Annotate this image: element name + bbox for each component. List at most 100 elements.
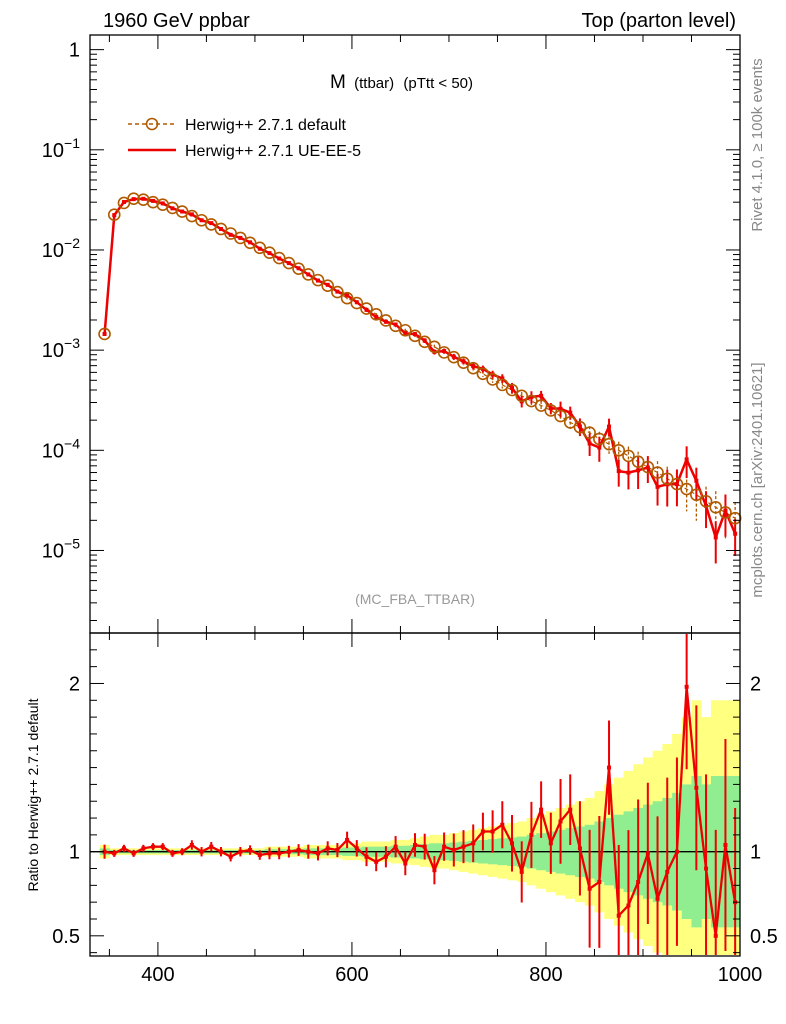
ratio-ueee5-point — [694, 785, 699, 790]
ratio-ueee5-point — [228, 854, 233, 859]
ratio-ueee5-point — [674, 849, 679, 854]
series-ueee5-point — [248, 240, 253, 245]
series-default-marker — [719, 506, 732, 519]
ratio-ueee5-point — [636, 879, 641, 884]
axes — [89, 34, 741, 957]
series-default-marker — [418, 335, 432, 349]
series-default-marker — [282, 256, 296, 270]
series-default-marker — [301, 268, 315, 281]
series-default-marker — [408, 329, 422, 343]
y-tick-base: 10 — [42, 240, 64, 262]
ratio-ueee5-point — [713, 933, 718, 938]
series-ueee5-point — [306, 272, 311, 277]
y-tick-label: 10−1 — [42, 135, 80, 162]
series-ueee5-point — [209, 221, 214, 226]
ratio-ueee5-point — [490, 829, 495, 834]
legend-default-marker — [145, 117, 159, 131]
ratio-ueee5-point — [529, 832, 534, 837]
y-tick-label: 1 — [69, 40, 80, 62]
ratio-ueee5-point — [335, 848, 340, 853]
series-ueee5-point — [568, 410, 573, 415]
ratio-ueee5-point — [286, 849, 291, 854]
ratio-ueee5-point — [665, 869, 670, 874]
ratio-ueee5-point — [626, 903, 631, 908]
ratio-ueee5-point — [607, 765, 612, 770]
series-ueee5-point — [577, 424, 582, 429]
series-default-marker — [641, 460, 655, 474]
series-default-marker — [321, 279, 334, 292]
y-tick-exponent: −5 — [64, 535, 80, 551]
series-ueee5-point — [645, 465, 650, 470]
series-ueee5-point — [403, 331, 408, 336]
ratio-ueee5-point — [558, 819, 563, 824]
series-default-marker — [107, 208, 121, 221]
plot-title-cut: (pTtt < 50) — [403, 75, 473, 92]
ratio-ueee5-point — [645, 851, 650, 856]
series-default-marker — [554, 409, 567, 423]
x-tick-label: 600 — [335, 964, 368, 986]
series-default-marker — [563, 416, 577, 429]
ratio-ueee5-point — [374, 859, 379, 864]
series-ueee5-point — [121, 200, 126, 205]
series-ueee5-point — [199, 218, 204, 223]
ratio-ueee5-point — [413, 842, 417, 847]
series-default-marker — [98, 327, 111, 341]
series-default-marker — [350, 296, 364, 310]
series-ueee5-point — [267, 251, 272, 256]
series-default-marker — [379, 314, 393, 327]
ratio-ueee5-point — [170, 851, 175, 856]
ratio-ueee5-point — [422, 844, 427, 849]
ratio-ueee5-point — [432, 868, 437, 873]
ratio-ueee5-point — [500, 822, 505, 827]
series-ueee5-point — [257, 246, 262, 251]
y-tick-base: 10 — [42, 540, 64, 562]
ratio-ueee5-point — [461, 844, 466, 849]
series-ueee5-point — [713, 535, 718, 540]
series-default-marker — [263, 246, 276, 259]
series-ueee5-point — [500, 376, 505, 381]
ratio-ueee5-point — [597, 879, 602, 884]
series-default-marker — [709, 500, 723, 514]
ratio-ueee5-point — [704, 866, 709, 871]
series-ueee5-point — [539, 393, 544, 398]
series-ueee5-point — [189, 212, 194, 217]
y-tick-label: 10−4 — [42, 435, 80, 462]
x-tick-label: 400 — [141, 964, 174, 986]
plot-title-main: M — [330, 72, 346, 93]
legend-ueee5-label: Herwig++ 2.7.1 UE-EE-5 — [185, 143, 361, 160]
series-default-marker — [428, 340, 441, 354]
ratio-ueee5-point — [199, 849, 204, 854]
series-default-marker — [369, 307, 383, 321]
ratio-ueee5-point — [364, 854, 369, 859]
data-series — [98, 192, 742, 955]
series-ueee5-point — [393, 322, 398, 327]
ratio-tick-label-left: 2 — [69, 673, 80, 695]
series-default-marker — [486, 373, 499, 386]
series-ueee5-point — [102, 331, 107, 336]
series-default-marker — [234, 231, 247, 245]
series-ueee5-point — [112, 213, 117, 218]
y-tick-base: 1 — [69, 40, 80, 62]
ratio-ueee5-point — [248, 848, 253, 853]
ratio-ueee5-point — [393, 844, 398, 849]
y-tick-base: 10 — [42, 440, 64, 462]
x-tick-label: 1000 — [718, 964, 763, 986]
series-ueee5-point — [704, 503, 709, 508]
series-ueee5-point — [141, 196, 146, 201]
series-ueee5-point — [451, 354, 456, 359]
series-default-marker — [660, 472, 674, 486]
series-ueee5-point — [636, 468, 641, 473]
ratio-ueee5-point — [315, 851, 320, 856]
y-tick-exponent: −3 — [64, 335, 80, 351]
series-default-marker — [496, 378, 509, 392]
series-default-marker — [573, 420, 587, 434]
ratio-ueee5-point — [471, 841, 476, 846]
ratio-ueee5-point — [238, 849, 243, 854]
series-default-marker — [476, 367, 490, 381]
ratio-tick-label-right: 2 — [750, 673, 761, 695]
ratio-ueee5-point — [723, 842, 728, 847]
ratio-ueee5-point — [451, 848, 456, 853]
series-ueee5-point — [558, 406, 563, 411]
ratio-ueee5-point — [102, 849, 107, 854]
series-ueee5-point — [180, 209, 185, 214]
